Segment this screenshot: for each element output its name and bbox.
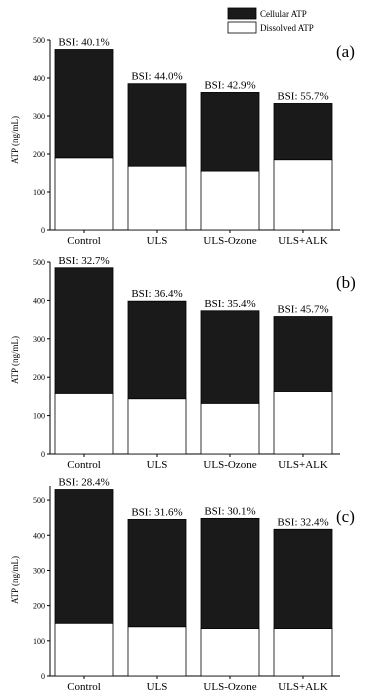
bar-dissolved — [54, 392, 114, 455]
bar-dissolved — [200, 402, 260, 455]
bar-dissolved — [54, 622, 114, 677]
legend-label-cellular: Cellular ATP — [260, 9, 307, 19]
bar-dissolved — [273, 391, 333, 455]
bsi-annotation: BSI: 55.7% — [277, 90, 328, 102]
bar-cellular — [200, 310, 260, 404]
y-tick-label: 400 — [33, 74, 45, 83]
panel-3: 0 100 200 300 400 500 ATP (ng/mL) BSI: 28.4% Con… — [10, 477, 355, 693]
bsi-annotation: BSI: 40.1% — [58, 37, 109, 49]
bar-cellular — [200, 517, 260, 629]
x-category-label: ULS-Ozone — [203, 459, 256, 471]
x-category-label: ULS+ALK — [278, 681, 328, 693]
x-category-label: ULS+ALK — [278, 459, 328, 471]
bsi-annotation: BSI: 30.1% — [204, 505, 255, 517]
legend-label-dissolved: Dissolved ATP — [260, 23, 314, 33]
bar-dissolved — [200, 628, 260, 677]
y-tick-label: 400 — [33, 531, 45, 540]
bar-cellular — [127, 519, 187, 628]
y-tick-label: 200 — [33, 602, 45, 611]
bar-cellular — [127, 300, 187, 400]
y-tick-label: 200 — [33, 150, 45, 159]
bsi-annotation: BSI: 32.4% — [277, 516, 328, 528]
y-tick-label: 500 — [33, 258, 45, 267]
x-category-label: ULS — [147, 235, 168, 247]
y-tick-label: 300 — [33, 566, 45, 575]
panel-2: 0 100 200 300 400 500 ATP (ng/mL) BSI: 32.7% Con… — [10, 255, 356, 471]
bsi-annotation: BSI: 31.6% — [131, 506, 182, 518]
bsi-annotation: BSI: 32.7% — [58, 255, 109, 267]
bsi-annotation: BSI: 35.4% — [204, 298, 255, 310]
y-tick-label: 0 — [41, 226, 45, 235]
y-tick-label: 400 — [33, 296, 45, 305]
panel-1: 0 100 200 300 400 500 ATP (ng/mL) BSI: 40.1% Con… — [10, 7, 355, 247]
bar-cellular — [54, 267, 114, 394]
y-axis-label: ATP (ng/mL) — [10, 556, 20, 604]
bar-dissolved — [127, 165, 187, 231]
y-tick-label: 500 — [33, 496, 45, 505]
y-tick-label: 100 — [33, 412, 45, 421]
x-category-label: ULS — [147, 681, 168, 693]
y-tick-label: 200 — [33, 373, 45, 382]
bar-cellular — [54, 489, 114, 624]
y-tick-label: 100 — [33, 188, 45, 197]
panel-label: (b) — [336, 273, 356, 292]
x-category-label: Control — [67, 235, 101, 247]
bar-cellular — [273, 316, 333, 392]
bar-dissolved — [127, 398, 187, 455]
x-category-label: ULS+ALK — [278, 235, 328, 247]
y-tick-label: 0 — [41, 450, 45, 459]
y-tick-label: 0 — [41, 672, 45, 681]
legend-swatch-dissolved — [227, 21, 257, 34]
y-tick-label: 300 — [33, 335, 45, 344]
bsi-annotation: BSI: 28.4% — [58, 477, 109, 489]
legend: Cellular ATP Dissolved ATP — [227, 7, 314, 34]
y-tick-label: 300 — [33, 112, 45, 121]
y-tick-label: 500 — [33, 36, 45, 45]
bar-cellular — [200, 92, 260, 172]
x-category-label: Control — [67, 681, 101, 693]
y-axis-label: ATP (ng/mL) — [10, 336, 20, 384]
bar-cellular — [127, 83, 187, 167]
y-axis-label: ATP (ng/mL) — [10, 116, 20, 164]
x-category-label: ULS-Ozone — [203, 681, 256, 693]
bsi-annotation: BSI: 45.7% — [277, 304, 328, 316]
bar-dissolved — [200, 170, 260, 231]
bar-cellular — [273, 103, 333, 161]
bar-dissolved — [273, 159, 333, 231]
legend-swatch-cellular — [227, 7, 257, 20]
bar-dissolved — [273, 628, 333, 677]
bar-cellular — [54, 49, 114, 159]
bsi-annotation: BSI: 42.9% — [204, 79, 255, 91]
panel-label: (c) — [336, 507, 355, 526]
bsi-annotation: BSI: 44.0% — [131, 71, 182, 83]
x-category-label: ULS-Ozone — [203, 235, 256, 247]
bar-cellular — [273, 528, 333, 629]
bsi-annotation: BSI: 36.4% — [131, 288, 182, 300]
x-category-label: Control — [67, 459, 101, 471]
x-category-label: ULS — [147, 459, 168, 471]
panel-label: (a) — [336, 42, 355, 61]
bar-dissolved — [54, 157, 114, 231]
bar-dissolved — [127, 626, 187, 677]
y-tick-label: 100 — [33, 637, 45, 646]
